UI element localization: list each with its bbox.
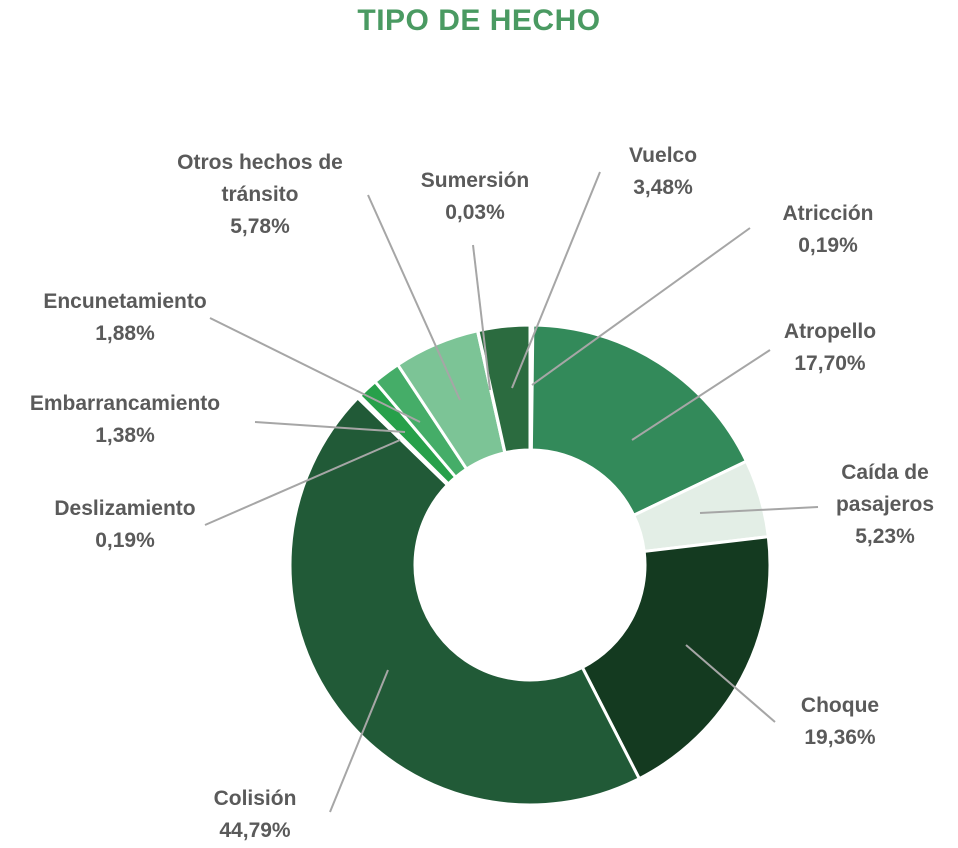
leader-line xyxy=(204,439,401,526)
value-label: 44,79% xyxy=(219,819,291,842)
value-label: 0,19% xyxy=(798,234,858,257)
category-label: Choque xyxy=(800,694,880,717)
slice xyxy=(288,395,642,807)
value-label: 17,70% xyxy=(794,352,866,375)
category-label: Sumersión xyxy=(420,169,530,192)
category-label: Caída de pasajeros xyxy=(835,461,935,516)
leader-line xyxy=(329,669,389,813)
data-label: Atropello 17,70% xyxy=(730,316,930,380)
category-label: Embarrancamiento xyxy=(29,392,221,415)
data-label: Caída de pasajeros 5,23% xyxy=(820,457,950,553)
leader-line xyxy=(685,644,776,723)
leader-line xyxy=(209,317,421,423)
data-label: Otros hechos de tránsito 5,78% xyxy=(160,147,360,243)
category-label: Deslizamiento xyxy=(54,497,196,520)
data-label: Deslizamiento 0,19% xyxy=(5,493,245,557)
value-label: 5,78% xyxy=(230,215,290,238)
value-label: 1,88% xyxy=(95,322,155,345)
category-label: Atricción xyxy=(782,202,874,225)
slice xyxy=(580,535,772,781)
value-label: 0,03% xyxy=(445,201,505,224)
data-label: Encunetamiento 1,88% xyxy=(5,286,245,350)
value-label: 19,36% xyxy=(804,726,876,749)
chart-title: TIPO DE HECHO xyxy=(357,4,601,37)
data-label: Colisión 44,79% xyxy=(155,783,355,847)
data-label: Choque 19,36% xyxy=(740,690,940,754)
category-label: Colisión xyxy=(213,787,297,810)
category-label: Atropello xyxy=(783,320,877,343)
value-label: 5,23% xyxy=(855,525,915,548)
data-label: Vuelco 3,48% xyxy=(563,140,763,204)
leader-line xyxy=(699,506,819,514)
category-label: Vuelco xyxy=(628,144,698,167)
leader-line xyxy=(631,349,771,441)
data-label: Embarrancamiento 1,38% xyxy=(0,388,250,452)
value-label: 1,38% xyxy=(95,424,155,447)
leader-line xyxy=(254,421,406,433)
leader-line xyxy=(511,171,601,389)
slice xyxy=(476,323,532,455)
slice xyxy=(529,323,749,518)
data-label: Sumersión 0,03% xyxy=(375,165,575,229)
leader-line xyxy=(472,244,491,391)
category-label: Encunetamiento xyxy=(43,290,207,313)
leader-line xyxy=(367,194,461,401)
category-label: Otros hechos de tránsito xyxy=(177,151,343,206)
value-label: 0,19% xyxy=(95,529,155,552)
data-label: Atricción 0,19% xyxy=(718,198,938,262)
leader-line xyxy=(531,227,751,386)
value-label: 3,48% xyxy=(633,176,693,199)
